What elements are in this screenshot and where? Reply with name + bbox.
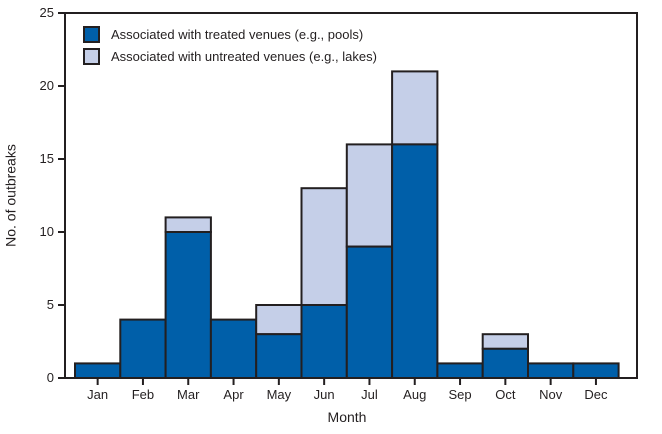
legend-row-treated: Associated with treated venues (e.g., po… (83, 23, 377, 45)
bar-segment-treated-Apr (209, 318, 258, 380)
x-tick-label-Oct: Oct (495, 387, 516, 402)
bar-segment-treated-May (255, 333, 303, 380)
bar-segment-treated-Jul (345, 245, 394, 379)
bar-segment-treated-Jun (300, 304, 348, 379)
x-tick-label-Jun: Jun (313, 387, 335, 402)
y-tick-label: 0 (46, 370, 54, 385)
bar-segment-untreated-Oct (481, 333, 530, 350)
y-tick-label: 15 (39, 151, 54, 166)
legend-row-untreated: Associated with untreated venues (e.g., … (83, 45, 377, 67)
bar-segment-treated-Dec (572, 362, 620, 379)
y-axis-title: No. of outbreaks (2, 144, 19, 247)
x-tick-label-Jul: Jul (361, 387, 378, 402)
x-tick-label-Nov: Nov (539, 387, 563, 402)
bar-segment-untreated-May (255, 304, 303, 336)
y-tick-label: 5 (46, 297, 54, 312)
bar-segment-untreated-Jul (345, 143, 394, 248)
x-tick-label-May: May (266, 387, 292, 402)
bar-segment-treated-Aug (391, 143, 439, 379)
y-tick-label: 20 (39, 78, 54, 93)
legend-swatch-icon (83, 25, 100, 43)
bar-segment-untreated-Mar (164, 216, 212, 233)
x-tick-label-Mar: Mar (177, 387, 200, 402)
x-tick-label-Apr: Apr (223, 387, 244, 402)
bar-segment-treated-Jan (74, 362, 122, 379)
bar-segment-treated-Sep (436, 362, 484, 379)
x-tick-label-Feb: Feb (131, 387, 155, 402)
y-tick-label: 25 (39, 5, 54, 20)
plot-border (64, 12, 638, 379)
x-tick-label-Jan: Jan (87, 387, 109, 402)
legend-label: Associated with treated venues (e.g., po… (111, 26, 364, 42)
bar-segment-untreated-Jun (300, 187, 348, 306)
x-tick-label-Aug: Aug (403, 387, 427, 402)
bar-segment-treated-Mar (164, 231, 212, 379)
x-axis-title: Month (327, 409, 367, 425)
bar-segment-treated-Nov (527, 362, 575, 379)
x-tick-label-Sep: Sep (448, 387, 472, 402)
x-tick-label-Dec: Dec (584, 387, 608, 402)
legend-swatch-icon (83, 47, 100, 65)
bar-segment-treated-Oct (481, 347, 530, 379)
bar-segment-treated-Feb (119, 318, 167, 380)
bar-segment-untreated-Aug (391, 70, 439, 146)
legend: Associated with treated venues (e.g., po… (83, 23, 377, 67)
legend-label: Associated with untreated venues (e.g., … (111, 48, 377, 64)
y-tick-label: 10 (39, 224, 54, 239)
